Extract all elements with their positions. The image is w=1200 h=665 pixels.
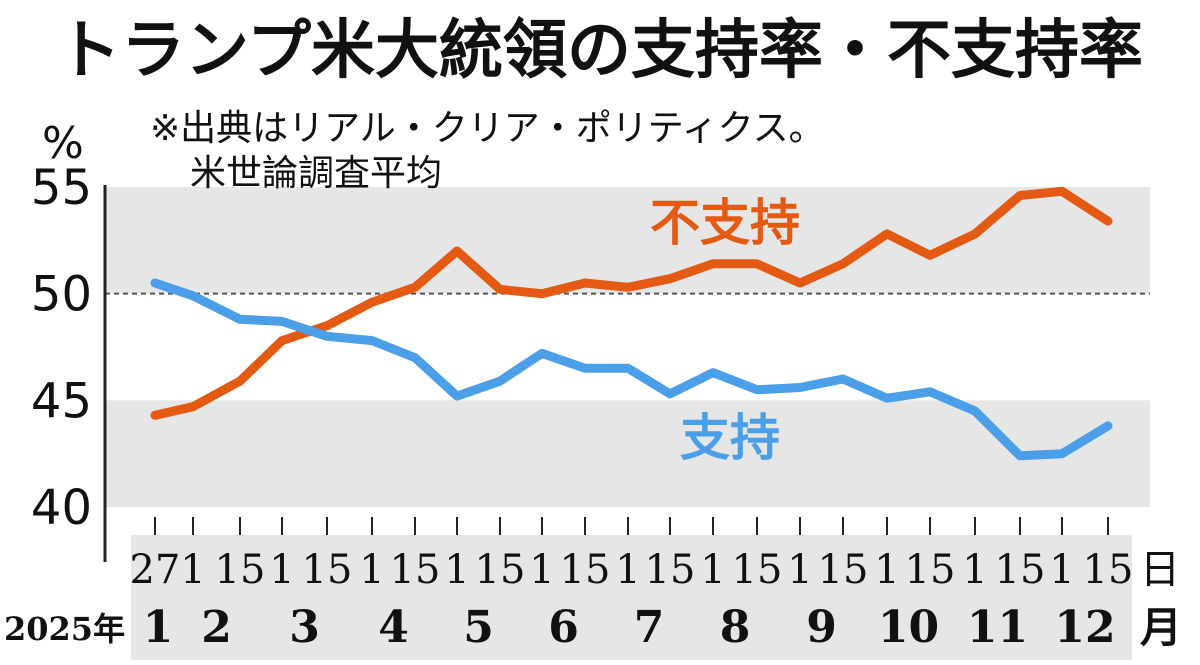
day-label: 15: [732, 547, 783, 593]
day-label: 15: [390, 547, 441, 593]
day-label: 27: [130, 547, 181, 593]
month-box: [169, 535, 264, 660]
month-label: 1: [143, 602, 174, 653]
series-label-disapproval: 不支持: [650, 194, 800, 252]
y-unit-label: %: [42, 118, 84, 169]
y-tick-label: 45: [31, 373, 92, 429]
month-box: [776, 535, 867, 660]
month-box: [689, 535, 781, 660]
band-50-55: [105, 187, 1150, 294]
month-label: 10: [878, 602, 939, 653]
month-box: [1038, 535, 1132, 660]
month-box: [863, 535, 954, 660]
month-label: 2: [201, 602, 232, 653]
day-label: 15: [1083, 547, 1134, 593]
month-box: [604, 535, 694, 660]
month-label: 7: [634, 602, 665, 653]
month-label: 3: [289, 602, 320, 653]
month-label: 6: [548, 602, 579, 653]
y-tick-label: 40: [31, 480, 92, 536]
day-label: 15: [995, 547, 1046, 593]
day-label: 1: [444, 547, 469, 593]
month-box: [433, 535, 524, 660]
day-label: 15: [302, 547, 353, 593]
day-unit-label: 日: [1140, 547, 1180, 593]
month-label: 8: [720, 602, 751, 653]
month-box: [258, 535, 351, 660]
day-label: 15: [905, 547, 956, 593]
y-tick-label: 50: [31, 267, 92, 323]
day-label: 1: [615, 547, 640, 593]
source-note-2: 米世論調査平均: [190, 153, 442, 194]
month-label: 11: [967, 602, 1028, 653]
month-box: [518, 535, 609, 660]
day-label: 15: [215, 547, 266, 593]
day-label: 15: [560, 547, 611, 593]
month-label: 12: [1054, 602, 1115, 653]
source-note: ※出典はリアル・クリア・ポリティクス。: [150, 108, 825, 149]
month-box: [951, 535, 1044, 660]
month-label: 5: [463, 602, 494, 653]
y-tick-label: 55: [31, 160, 92, 216]
chart-title: トランプ米大統領の支持率・不支持率: [57, 14, 1143, 88]
year-label: 2025年: [4, 610, 125, 648]
day-label: 1: [180, 547, 205, 593]
month-unit-label: 月: [1140, 603, 1182, 652]
day-label: 1: [1049, 547, 1074, 593]
month-label: 4: [378, 602, 409, 653]
day-label: 15: [818, 547, 869, 593]
day-label: 15: [645, 547, 696, 593]
month-label: 9: [806, 602, 837, 653]
month-box: [348, 535, 439, 660]
band-40-45: [105, 400, 1150, 507]
day-label: 1: [529, 547, 554, 593]
day-label: 15: [475, 547, 526, 593]
day-label: 1: [269, 547, 294, 593]
day-label: 1: [787, 547, 812, 593]
day-label: 1: [700, 547, 725, 593]
day-label: 1: [874, 547, 899, 593]
day-label: 1: [359, 547, 384, 593]
series-label-approval: 支持: [680, 409, 780, 467]
day-label: 1: [962, 547, 987, 593]
